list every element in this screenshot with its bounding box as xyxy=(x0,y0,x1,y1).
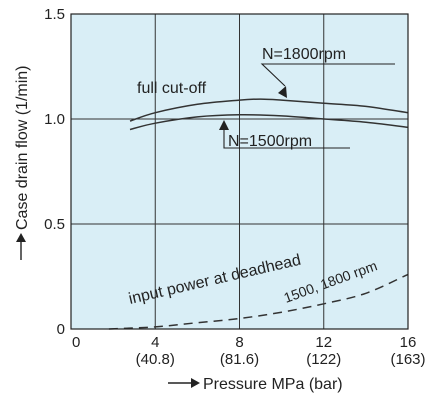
x-axis-arrowhead-icon xyxy=(191,378,200,388)
x-tick-sublabel-3: (122) xyxy=(306,351,341,368)
annotation-1500rpm: N=1500rpm xyxy=(219,120,350,150)
label-n1500rpm: N=1500rpm xyxy=(228,133,312,150)
label-full-cut-off: full cut-off xyxy=(137,80,207,97)
x-axis-label: Pressure MPa (bar) xyxy=(203,376,343,393)
x-tick-labels: 0 4(40.8) 8(81.6) 12(122) 16(163) xyxy=(72,334,426,368)
x-tick-label-3: 12 xyxy=(315,334,332,351)
x-tick-sublabel-4: (163) xyxy=(390,351,425,368)
x-tick-label-0: 0 xyxy=(72,334,80,351)
y-tick-label-2: 1.0 xyxy=(44,111,65,128)
y-tick-label-1: 0.5 xyxy=(44,216,65,233)
series-line-0 xyxy=(129,98,409,122)
leader-line-1800rpm xyxy=(260,63,395,87)
leader-line-1500rpm xyxy=(223,128,350,149)
y-tick-label-3: 1.5 xyxy=(44,6,65,23)
series-line-2 xyxy=(108,273,409,330)
y-tick-label-0: 0 xyxy=(57,321,65,338)
annotation-1800rpm: N=1800rpm xyxy=(260,46,395,98)
y-axis-arrowhead-icon xyxy=(16,233,26,242)
x-tick-label-4: 16 xyxy=(400,334,417,351)
x-axis-title: Pressure MPa (bar) xyxy=(168,376,343,393)
arrowhead-1800rpm xyxy=(278,86,287,98)
label-n1800rpm: N=1800rpm xyxy=(262,46,346,63)
y-axis-title: Case drain flow (1/min) xyxy=(14,66,31,260)
x-tick-sublabel-2: (81.6) xyxy=(220,351,259,368)
x-tick-label-1: 4 xyxy=(151,334,159,351)
series-group xyxy=(108,98,409,330)
arrowhead-1500rpm xyxy=(219,120,229,130)
x-tick-sublabel-1: (40.8) xyxy=(136,351,175,368)
y-axis-label: Case drain flow (1/min) xyxy=(14,66,31,231)
gridlines xyxy=(71,14,408,329)
plot-frame xyxy=(70,13,409,330)
x-tick-label-2: 8 xyxy=(235,334,243,351)
y-tick-labels: 0 0.5 1.0 1.5 xyxy=(44,6,65,338)
series-line-1 xyxy=(129,114,409,131)
